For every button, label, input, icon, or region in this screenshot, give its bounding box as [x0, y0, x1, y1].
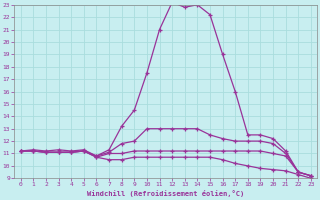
X-axis label: Windchill (Refroidissement éolien,°C): Windchill (Refroidissement éolien,°C): [87, 190, 244, 197]
